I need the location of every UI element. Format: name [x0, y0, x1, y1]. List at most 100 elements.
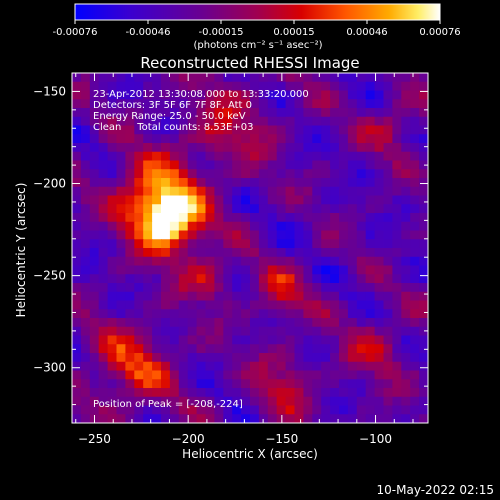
- heatmap-cell: [116, 221, 126, 232]
- heatmap-cell: [276, 283, 287, 293]
- heatmap-cell: [401, 239, 411, 249]
- heatmap-cell: [72, 213, 82, 223]
- heatmap-cell: [267, 414, 278, 423]
- heatmap-cell: [365, 274, 376, 284]
- heatmap-cell: [107, 178, 118, 188]
- heatmap-cell: [143, 326, 153, 337]
- heatmap-cell: [80, 230, 91, 240]
- heatmap-cell: [89, 370, 100, 380]
- heatmap-cell: [312, 335, 322, 345]
- heatmap-cell: [392, 221, 402, 232]
- heatmap-cell: [169, 265, 180, 275]
- heatmap-cell: [365, 379, 376, 389]
- heatmap-cell: [330, 213, 340, 223]
- heatmap-cell: [419, 256, 428, 267]
- heatmap-cell: [152, 291, 162, 302]
- heatmap-cell: [214, 221, 224, 232]
- heatmap-cell: [294, 125, 304, 135]
- heatmap-cell: [98, 204, 109, 214]
- heatmap-cell: [321, 388, 331, 398]
- heatmap-cell: [187, 309, 198, 319]
- heatmap-cell: [178, 379, 189, 389]
- heatmap-cell: [258, 169, 269, 179]
- heatmap-cell: [169, 361, 180, 372]
- heatmap-cell: [232, 81, 242, 92]
- heatmap-cell: [374, 405, 385, 415]
- heatmap-cell: [347, 169, 358, 179]
- heatmap-cell: [98, 125, 109, 135]
- heatmap-cell: [152, 186, 162, 197]
- heatmap-cell: [285, 388, 296, 398]
- heatmap-cell: [241, 300, 251, 310]
- heatmap-cell: [125, 361, 135, 372]
- heatmap-cell: [178, 335, 189, 345]
- heatmap-cell: [187, 318, 198, 328]
- heatmap-cell: [356, 169, 367, 179]
- heatmap-cell: [303, 178, 313, 188]
- heatmap-cell: [285, 414, 296, 423]
- heatmap-cell: [169, 108, 180, 118]
- heatmap-cell: [196, 318, 207, 328]
- heatmap-cell: [89, 116, 100, 127]
- heatmap-cell: [312, 291, 322, 302]
- heatmap-cell: [258, 108, 269, 118]
- heatmap-cell: [134, 361, 144, 372]
- heatmap-cell: [392, 160, 402, 170]
- heatmap-cell: [347, 186, 358, 197]
- heatmap-cell: [330, 396, 340, 407]
- heatmap-cell: [98, 186, 109, 197]
- heatmap-cell: [267, 353, 278, 363]
- heatmap-cell: [321, 99, 331, 109]
- heatmap-cell: [365, 186, 376, 197]
- heatmap-cell: [205, 283, 215, 293]
- heatmap-cell: [419, 81, 428, 92]
- heatmap-cell: [383, 134, 393, 144]
- heatmap-cell: [241, 326, 251, 337]
- heatmap-cell: [321, 125, 331, 135]
- heatmap-cell: [321, 221, 331, 232]
- heatmap-cell: [125, 256, 135, 267]
- heatmap-cell: [152, 370, 162, 380]
- heatmap-cell: [89, 265, 100, 275]
- heatmap-cell: [241, 405, 251, 415]
- heatmap-cell: [178, 81, 189, 92]
- heatmap-cell: [178, 160, 189, 170]
- heatmap-cell: [89, 353, 100, 363]
- heatmap-cell: [250, 335, 260, 345]
- heatmap-cell: [383, 265, 393, 275]
- heatmap-cell: [392, 405, 402, 415]
- heatmap-cell: [80, 221, 91, 232]
- heatmap-cell: [312, 204, 322, 214]
- heatmap-cell: [330, 405, 340, 415]
- heatmap-cell: [89, 274, 100, 284]
- heatmap-cell: [294, 300, 304, 310]
- heatmap-cell: [258, 221, 269, 232]
- heatmap-cell: [401, 283, 411, 293]
- heatmap-cell: [356, 274, 367, 284]
- heatmap-cell: [116, 335, 126, 345]
- heatmap-cell: [365, 326, 376, 337]
- heatmap-cell: [152, 396, 162, 407]
- heatmap-cell: [232, 405, 242, 415]
- heatmap-cell: [330, 169, 340, 179]
- heatmap-cell: [178, 318, 189, 328]
- heatmap-cell: [161, 204, 171, 214]
- heatmap-cell: [187, 204, 198, 214]
- heatmap-cell: [72, 81, 82, 92]
- heatmap-cell: [143, 291, 153, 302]
- heatmap-cell: [294, 221, 304, 232]
- heatmap-cell: [258, 134, 269, 144]
- heatmap-cell: [392, 370, 402, 380]
- heatmap-cell: [250, 239, 260, 249]
- heatmap-cell: [267, 239, 278, 249]
- heatmap-cell: [143, 230, 153, 240]
- heatmap-cell: [330, 125, 340, 135]
- heatmap-cell: [365, 151, 376, 162]
- heatmap-cell: [152, 414, 162, 423]
- heatmap-cell: [223, 248, 233, 258]
- heatmap-cell: [116, 274, 126, 284]
- heatmap-cell: [285, 326, 296, 337]
- heatmap-cell: [223, 265, 233, 275]
- heatmap-cell: [116, 256, 126, 267]
